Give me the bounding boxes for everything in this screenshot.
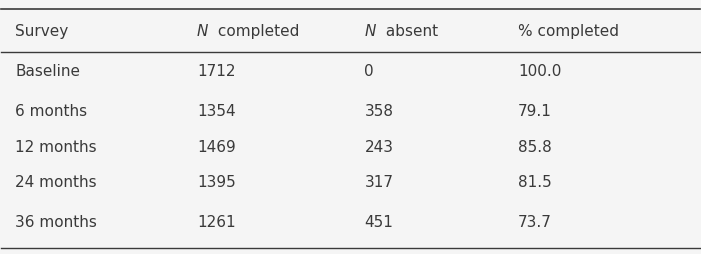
Text: completed: completed <box>213 24 299 39</box>
Text: Survey: Survey <box>15 24 69 39</box>
Text: % completed: % completed <box>518 24 619 39</box>
Text: 36 months: 36 months <box>15 215 97 230</box>
Text: Baseline: Baseline <box>15 64 81 79</box>
Text: 358: 358 <box>365 104 393 119</box>
Text: 1712: 1712 <box>197 64 236 79</box>
Text: 317: 317 <box>365 175 393 190</box>
Text: 1354: 1354 <box>197 104 236 119</box>
Text: absent: absent <box>381 24 437 39</box>
Text: 100.0: 100.0 <box>518 64 562 79</box>
Text: 24 months: 24 months <box>15 175 97 190</box>
Text: 6 months: 6 months <box>15 104 88 119</box>
Text: 243: 243 <box>365 140 393 155</box>
Text: 12 months: 12 months <box>15 140 97 155</box>
Text: 1261: 1261 <box>197 215 236 230</box>
Text: 81.5: 81.5 <box>518 175 552 190</box>
Text: 451: 451 <box>365 215 393 230</box>
Text: N: N <box>365 24 376 39</box>
Text: N: N <box>197 24 208 39</box>
Text: 1469: 1469 <box>197 140 236 155</box>
Text: 79.1: 79.1 <box>518 104 552 119</box>
Text: 85.8: 85.8 <box>518 140 552 155</box>
Text: 73.7: 73.7 <box>518 215 552 230</box>
Text: 0: 0 <box>365 64 374 79</box>
Text: 1395: 1395 <box>197 175 236 190</box>
